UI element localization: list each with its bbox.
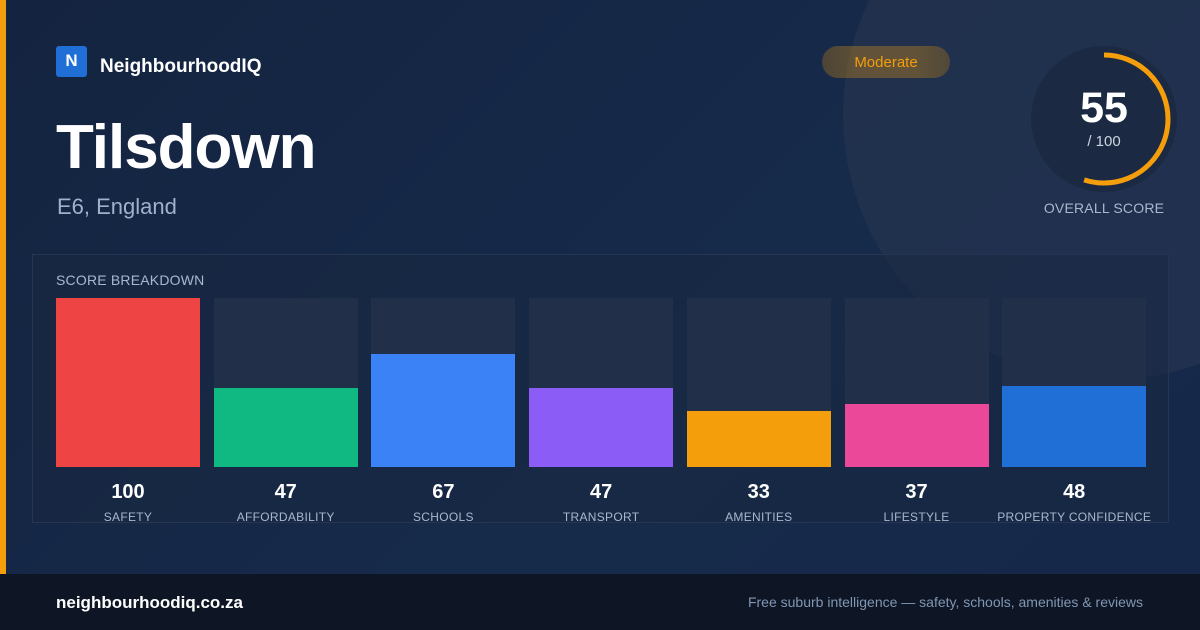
accent-strip — [0, 0, 6, 574]
score-value: 37 — [905, 481, 928, 503]
page-title: Tilsdown — [56, 113, 317, 182]
footer-url: neighbourhoodiq.co.za — [56, 593, 243, 612]
score-bar-track — [213, 298, 358, 467]
score-value: 100 — [111, 481, 145, 503]
score-value: 48 — [1063, 481, 1086, 503]
score-label: AMENITIES — [725, 510, 793, 524]
brand-name: NeighbourhoodIQ — [100, 56, 262, 77]
score-bar-fill — [213, 387, 358, 467]
score-value: 47 — [274, 481, 297, 503]
score-breakdown-panel: SCORE BREAKDOWN 100 SAFETY 47 AFFORDABILITY… — [32, 254, 1169, 524]
share-card: N NeighbourhoodIQ Tilsdown E6, England M… — [0, 0, 1200, 574]
score-bar-fill — [529, 387, 674, 467]
overall-score-label: OVERALL SCORE — [1043, 200, 1165, 216]
score-label: SAFETY — [103, 510, 153, 524]
gauge-ring — [1031, 46, 1177, 192]
score-label: AFFORDABILITY — [236, 510, 335, 524]
overall-score-gauge: 55 / 100 — [1031, 46, 1177, 192]
score-bar-fill — [371, 353, 516, 467]
score-bar-fill — [844, 404, 989, 467]
gauge-arc — [1037, 52, 1171, 186]
score-bar-track — [686, 298, 831, 467]
score-bar-fill — [56, 298, 200, 467]
score-label: SCHOOLS — [412, 510, 474, 524]
score-bar-track — [56, 298, 200, 467]
score-bar-track — [529, 298, 674, 467]
breakdown-title: SCORE BREAKDOWN — [56, 272, 205, 288]
brand: N NeighbourhoodIQ — [56, 45, 262, 78]
overall-score-value: 55 — [1080, 84, 1128, 132]
location-subtitle: E6, England — [57, 194, 177, 219]
footer: neighbourhoodiq.co.za Free suburb intell… — [0, 574, 1200, 630]
score-value: 33 — [747, 481, 770, 503]
score-bar-track — [1002, 298, 1147, 467]
score-bar-track — [371, 298, 516, 467]
score-value: 47 — [589, 481, 613, 503]
rating-badge: Moderate — [822, 46, 950, 78]
score-label: TRANSPORT — [562, 510, 640, 524]
footer-tagline: Free suburb intelligence — safety, schoo… — [747, 594, 1143, 610]
score-value: 67 — [432, 481, 455, 503]
score-label: PROPERTY CONFIDENCE — [997, 510, 1152, 524]
brand-logo-icon: N — [56, 45, 87, 77]
overall-score-max: / 100 — [1087, 133, 1121, 150]
score-bar-track — [844, 298, 989, 467]
score-bar-fill — [686, 411, 831, 467]
score-label: LIFESTYLE — [883, 510, 950, 524]
score-bar-fill — [1002, 385, 1147, 467]
